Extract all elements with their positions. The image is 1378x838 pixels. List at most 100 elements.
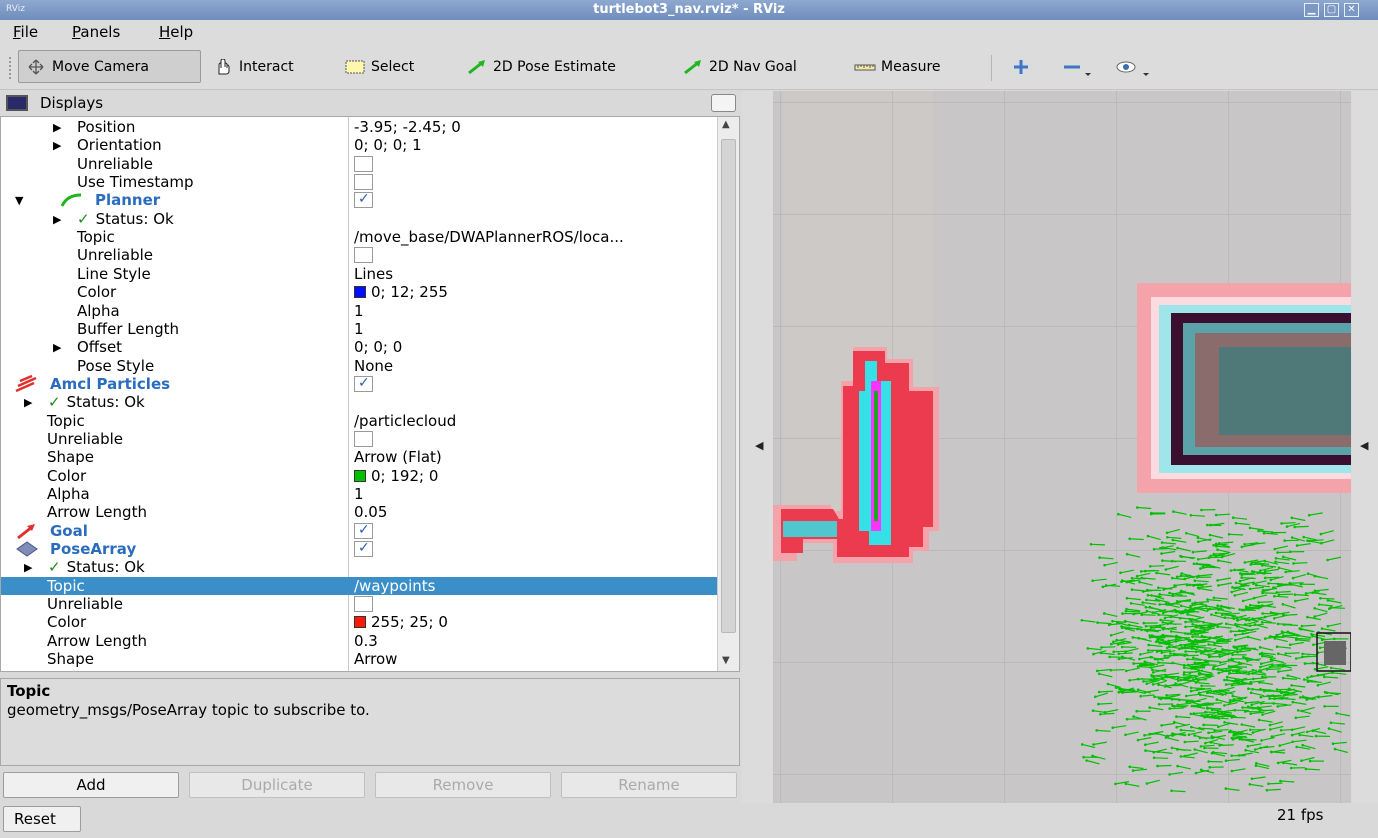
scroll-up-icon[interactable]: ▲ bbox=[722, 119, 730, 130]
property-value[interactable]: Arrow bbox=[354, 650, 398, 669]
expand-right-icon[interactable]: ▶ bbox=[24, 396, 33, 410]
tree-row[interactable]: Shape Arrow bbox=[1, 650, 717, 668]
tree-row[interactable]: Color 0; 12; 255 bbox=[1, 283, 717, 301]
tree-row[interactable]: Amcl Particles bbox=[1, 374, 717, 393]
menu-file[interactable]: File bbox=[13, 23, 39, 41]
reset-button[interactable]: Reset bbox=[3, 806, 81, 832]
enabled-checkbox[interactable] bbox=[354, 539, 373, 558]
tree-row[interactable]: Line Style Lines bbox=[1, 265, 717, 283]
view-tool-button[interactable] bbox=[1108, 50, 1161, 83]
add-tool-button[interactable] bbox=[1006, 50, 1041, 83]
tree-row[interactable]: Shape Arrow (Flat) bbox=[1, 448, 717, 466]
tree-row[interactable]: Pose Style None bbox=[1, 357, 717, 375]
select-tool[interactable]: Select bbox=[338, 50, 420, 83]
particle-cloud bbox=[1080, 506, 1351, 793]
expand-right-icon[interactable]: ▶ bbox=[53, 139, 62, 153]
collapse-right-icon[interactable]: ◀ bbox=[1360, 439, 1369, 452]
tree-row[interactable]: Unreliable bbox=[1, 430, 717, 448]
property-value[interactable]: /particlecloud bbox=[354, 411, 457, 430]
property-value[interactable]: 0.05 bbox=[354, 503, 388, 522]
add-button[interactable]: Add bbox=[3, 772, 179, 798]
expand-right-icon[interactable]: ▶ bbox=[53, 341, 62, 355]
tree-row[interactable]: Goal bbox=[1, 521, 717, 540]
tree-row[interactable]: ▶ Position -3.95; -2.45; 0 bbox=[1, 118, 717, 136]
expand-right-icon[interactable]: ▶ bbox=[53, 121, 62, 134]
render-viewport[interactable] bbox=[773, 91, 1351, 803]
tree-row[interactable]: Unreliable bbox=[1, 155, 717, 173]
tree-row[interactable]: Topic/move_base/DWAPlannerROS/loca... bbox=[1, 228, 717, 246]
tree-row[interactable]: ▼ Planner bbox=[1, 190, 717, 209]
tree-row[interactable]: Buffer Length 1 bbox=[1, 320, 717, 338]
expand-right-icon[interactable]: ▶ bbox=[24, 561, 33, 575]
property-value[interactable]: None bbox=[354, 356, 394, 375]
property-checkbox[interactable] bbox=[354, 596, 373, 613]
right-splitter[interactable]: ◀ bbox=[1352, 91, 1378, 803]
measure-tool[interactable]: Measure bbox=[848, 50, 947, 83]
collapse-left-icon[interactable]: ◀ bbox=[755, 439, 764, 452]
expand-right-icon[interactable]: ▶ bbox=[53, 212, 62, 226]
displays-tree[interactable]: ▶ Position -3.95; -2.45; 0 ▶ Orientation 0; 0… bbox=[0, 116, 740, 672]
property-value[interactable]: 255; 25; 0 bbox=[354, 613, 448, 631]
pose-estimate-tool[interactable]: 2D Pose Estimate bbox=[460, 50, 622, 83]
property-value[interactable]: Lines bbox=[354, 264, 394, 283]
toolbar-grip[interactable] bbox=[9, 57, 13, 79]
minimize-button[interactable]: ▁ bbox=[1304, 3, 1319, 17]
maximize-button[interactable]: ▢ bbox=[1324, 3, 1339, 17]
scroll-down-icon[interactable]: ▼ bbox=[722, 655, 730, 666]
property-checkbox[interactable] bbox=[354, 430, 373, 447]
property-value[interactable]: 0; 192; 0 bbox=[354, 467, 438, 485]
property-value[interactable]: 1 bbox=[354, 301, 364, 320]
property-checkbox[interactable] bbox=[354, 155, 373, 172]
left-splitter[interactable]: ◀ bbox=[742, 91, 773, 803]
property-value[interactable]: 0; 12; 255 bbox=[354, 283, 448, 301]
menu-help[interactable]: Help bbox=[159, 23, 194, 41]
property-value[interactable]: 0.3 bbox=[354, 631, 378, 650]
tree-row[interactable]: PoseArray bbox=[1, 539, 717, 558]
property-checkbox[interactable] bbox=[354, 247, 373, 264]
tree-row[interactable]: Unreliable bbox=[1, 595, 717, 613]
nav-goal-tool[interactable]: 2D Nav Goal bbox=[676, 50, 803, 83]
tree-row[interactable]: ▶ Offset 0; 0; 0 bbox=[1, 338, 717, 356]
tree-row[interactable]: Color 0; 192; 0 bbox=[1, 467, 717, 485]
property-checkbox[interactable] bbox=[354, 174, 373, 191]
tree-row[interactable]: Color 255; 25; 0 bbox=[1, 613, 717, 631]
panel-float-button[interactable] bbox=[711, 94, 736, 112]
property-value[interactable]: 1 bbox=[354, 319, 364, 338]
tree-scrollbar[interactable]: ▲ ▼ bbox=[717, 117, 739, 671]
property-value[interactable]: 0; 0; 0 bbox=[354, 338, 403, 357]
tree-row[interactable]: Topic/waypoints bbox=[1, 576, 717, 596]
enabled-checkbox[interactable] bbox=[354, 374, 373, 392]
move-camera-tool[interactable]: Move Camera bbox=[18, 50, 201, 83]
property-value[interactable]: 0; 0; 0; 1 bbox=[354, 136, 422, 155]
tree-row[interactable]: Use Timestamp bbox=[1, 173, 717, 191]
menu-panels[interactable]: Panels bbox=[72, 23, 121, 41]
rename-button[interactable]: Rename bbox=[561, 772, 737, 798]
property-value[interactable]: Arrow (Flat) bbox=[354, 448, 442, 467]
tree-row[interactable]: ▶ ✓ Status: Ok bbox=[1, 393, 717, 411]
tree-row[interactable]: Alpha 1 bbox=[1, 302, 717, 320]
scroll-thumb[interactable] bbox=[721, 139, 736, 633]
property-value[interactable]: 1 bbox=[354, 485, 364, 503]
remove-button[interactable]: Remove bbox=[375, 772, 551, 798]
interact-tool[interactable]: Interact bbox=[206, 50, 300, 83]
tree-row[interactable]: Arrow Length 0.3 bbox=[1, 632, 717, 650]
enabled-checkbox[interactable] bbox=[354, 190, 373, 209]
property-name: Topic bbox=[47, 576, 85, 595]
property-value[interactable]: /waypoints bbox=[354, 576, 436, 595]
duplicate-button[interactable]: Duplicate bbox=[189, 772, 365, 798]
property-value[interactable]: -3.95; -2.45; 0 bbox=[354, 118, 461, 136]
expand-down-icon[interactable]: ▼ bbox=[15, 194, 24, 208]
pose-array-icon bbox=[14, 540, 40, 562]
tree-row[interactable]: Unreliable bbox=[1, 246, 717, 264]
close-button[interactable]: ✕ bbox=[1344, 3, 1359, 17]
tree-row[interactable]: ▶ ✓ Status: Ok bbox=[1, 210, 717, 228]
tree-row[interactable]: ▶ Orientation 0; 0; 0; 1 bbox=[1, 136, 717, 154]
tree-row[interactable]: ▶ ✓ Status: Ok bbox=[1, 558, 717, 576]
enabled-checkbox[interactable] bbox=[354, 521, 373, 539]
tree-row[interactable]: Arrow Length 0.05 bbox=[1, 503, 717, 521]
tree-row[interactable]: Alpha 1 bbox=[1, 485, 717, 503]
tree-row[interactable]: Topic/particlecloud bbox=[1, 412, 717, 430]
property-value[interactable]: /move_base/DWAPlannerROS/loca... bbox=[354, 228, 624, 247]
remove-tool-button[interactable] bbox=[1056, 50, 1103, 83]
column-divider[interactable] bbox=[348, 117, 349, 671]
